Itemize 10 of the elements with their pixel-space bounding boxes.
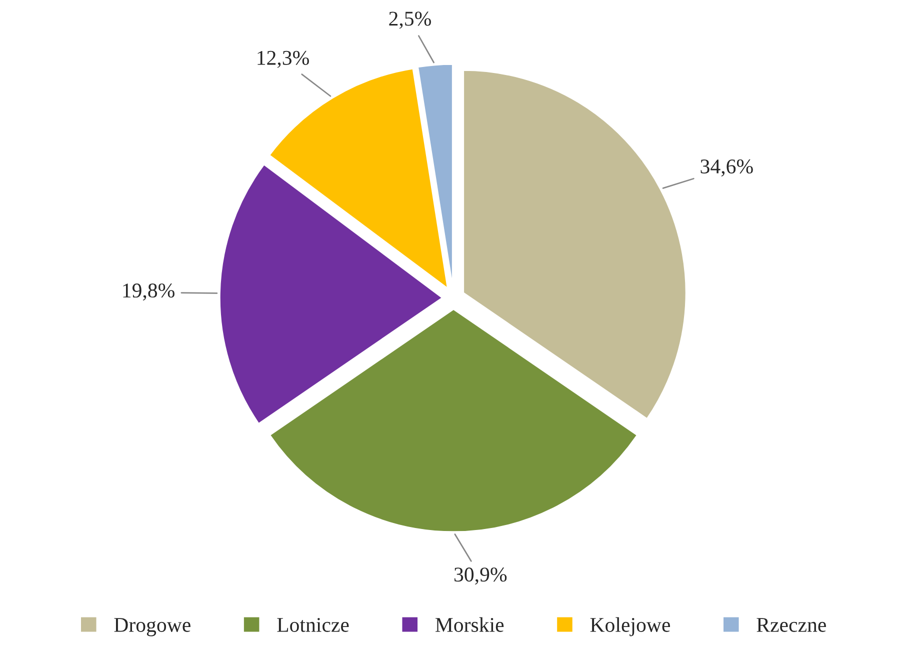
data-label: 30,9% (454, 568, 507, 585)
legend-label: Drogowe (114, 618, 190, 636)
legend-label: Rzeczne (756, 618, 826, 632)
legend-label: Kolejowe (590, 617, 670, 636)
legend-label: Lotnicze (277, 618, 349, 632)
data-label: 12,3% (258, 50, 309, 68)
legend-label: Morskie (435, 617, 504, 632)
data-label: 34,6% (700, 159, 753, 176)
data-label: 2,5% (389, 12, 431, 29)
data-label: 19,8% (123, 284, 174, 301)
